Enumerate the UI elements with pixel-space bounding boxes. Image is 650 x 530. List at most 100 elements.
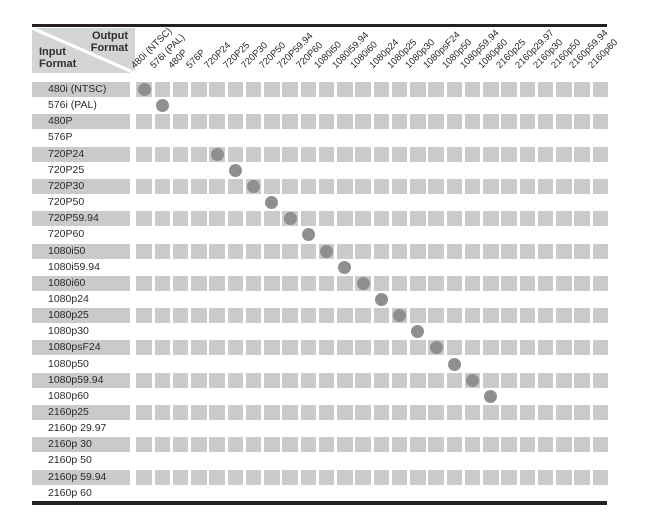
matrix-cell: [227, 340, 244, 356]
matrix-cell: [319, 486, 335, 501]
matrix-cell: [501, 275, 517, 291]
matrix-cell: [337, 146, 353, 162]
matrix-cell: [537, 340, 554, 356]
matrix-cell: [300, 114, 317, 130]
matrix-cell: [593, 98, 609, 113]
conversion-supported-dot: [429, 341, 443, 355]
matrix-cell: [191, 146, 207, 162]
matrix-cell: [227, 82, 244, 97]
matrix-cell: [337, 98, 353, 113]
matrix-cell: [355, 340, 371, 356]
matrix-cell: [318, 178, 335, 194]
matrix-cell: [191, 98, 207, 113]
matrix-cell: [538, 98, 554, 113]
matrix-cell: [191, 114, 207, 130]
matrix-cell: [483, 178, 499, 194]
matrix-cell: [282, 469, 298, 485]
matrix-cell: [428, 389, 444, 404]
conversion-supported-dot: [374, 292, 388, 306]
matrix-cell: [592, 146, 609, 162]
matrix-cell: [246, 453, 262, 468]
matrix-cell: [374, 227, 390, 242]
matrix-cell: [465, 195, 481, 210]
matrix-cell: [391, 405, 408, 420]
matrix-cell: [282, 486, 298, 501]
matrix-cell: [209, 486, 225, 501]
matrix-cell: [410, 421, 426, 436]
matrix-cell: [246, 389, 262, 404]
matrix-cell: [501, 195, 517, 210]
matrix-cell: [392, 227, 408, 242]
matrix-cell: [136, 340, 152, 356]
conversion-supported-dot: [228, 163, 242, 177]
matrix-cell: [227, 372, 244, 388]
matrix-cell: [337, 357, 353, 372]
output-format-header-label: Output Format: [90, 30, 128, 54]
conversion-supported-dot: [265, 196, 279, 210]
matrix-cell: [264, 98, 280, 113]
matrix-cell: [173, 227, 189, 242]
matrix-cell: [319, 453, 335, 468]
matrix-cell: [556, 195, 572, 210]
matrix-cell: [410, 227, 426, 242]
matrix-cell: [446, 114, 463, 130]
matrix-cell: [318, 469, 335, 485]
matrix-cell: [355, 421, 371, 436]
matrix-cell: [228, 357, 244, 372]
matrix-cell: [337, 486, 353, 501]
conversion-supported-dot: [247, 179, 261, 193]
matrix-cell: [373, 243, 390, 259]
input-format-row-label: 1080p30: [48, 325, 89, 338]
input-format-row-label: 2160p 30: [32, 437, 130, 453]
matrix-cell: [227, 146, 244, 162]
matrix-cell: [173, 292, 189, 307]
matrix-cell: [501, 292, 517, 307]
matrix-cell: [537, 308, 554, 324]
matrix-cell: [556, 357, 572, 372]
matrix-cell: [483, 114, 499, 130]
matrix-cell: [300, 82, 317, 97]
matrix-cell: [574, 130, 590, 145]
matrix-cell: [191, 130, 207, 145]
matrix-cell: [245, 243, 262, 259]
matrix-cell: [172, 372, 189, 388]
matrix-cell: [318, 340, 335, 356]
matrix-cell: [136, 292, 152, 307]
matrix-cell: [355, 211, 371, 227]
input-format-row-label: 1080p50: [48, 357, 89, 370]
matrix-cell: [392, 130, 408, 145]
input-format-row-label: 1080i60: [32, 275, 130, 291]
matrix-cell: [264, 324, 280, 339]
matrix-cell: [282, 260, 298, 275]
matrix-cell: [428, 114, 444, 130]
matrix-cell: [537, 82, 554, 97]
matrix-cell: [392, 195, 408, 210]
matrix-cell: [300, 437, 317, 453]
matrix-cell: [556, 275, 572, 291]
matrix-cell: [209, 114, 225, 130]
matrix-cell: [465, 163, 481, 178]
matrix-cell: [245, 340, 262, 356]
matrix-cell: [428, 372, 444, 388]
matrix-cell: [155, 227, 171, 242]
matrix-cell: [154, 469, 171, 485]
matrix-cell: [191, 340, 207, 356]
matrix-cell: [501, 486, 517, 501]
matrix-cell: [228, 292, 244, 307]
matrix-cell: [136, 405, 152, 420]
matrix-cell: [373, 178, 390, 194]
matrix-cell: [374, 453, 390, 468]
matrix-cell: [301, 453, 317, 468]
matrix-cell: [355, 437, 371, 453]
matrix-cell: [464, 243, 481, 259]
matrix-cell: [446, 437, 463, 453]
matrix-cell: [264, 340, 280, 356]
matrix-cell: [446, 211, 463, 227]
matrix-cell: [154, 146, 171, 162]
matrix-cell: [355, 324, 371, 339]
matrix-cell: [556, 405, 572, 420]
matrix-cell: [301, 292, 317, 307]
matrix-cell: [173, 130, 189, 145]
matrix-cell: [483, 308, 499, 324]
matrix-cell: [464, 469, 481, 485]
